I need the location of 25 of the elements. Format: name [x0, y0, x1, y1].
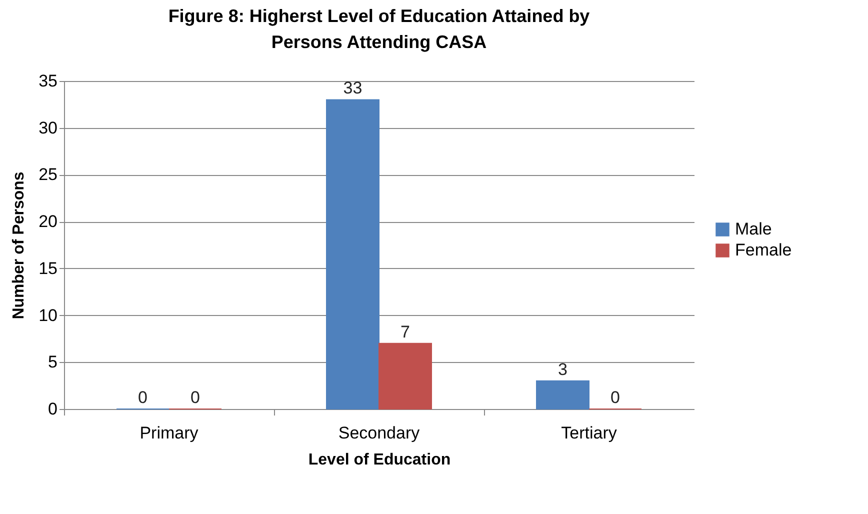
legend-label: Female — [735, 240, 792, 260]
y-tick-label: 30 — [38, 118, 58, 138]
x-tick-label: Secondary — [338, 424, 420, 442]
y-tick-label: 10 — [38, 306, 58, 325]
x-tick-label: Tertiary — [561, 424, 618, 442]
x-axis-title: Level of Education — [308, 452, 451, 468]
data-label: 33 — [343, 78, 362, 98]
bar — [536, 380, 590, 410]
data-label: 0 — [610, 388, 620, 407]
bar — [326, 99, 380, 410]
data-label: 7 — [400, 322, 410, 342]
y-axis-title: Number of Persons — [10, 172, 28, 320]
y-tick-label: 20 — [38, 212, 58, 232]
data-label: 3 — [558, 360, 568, 379]
y-tick-label: 35 — [38, 72, 58, 90]
x-tick-label: Primary — [140, 424, 199, 442]
chart-title: Figure 8: Higherst Level of Education Attained by Persons Attending CASA — [168, 6, 590, 52]
data-label: 0 — [138, 388, 148, 407]
y-tick-label: 25 — [38, 165, 58, 184]
y-tick-label: 0 — [48, 400, 58, 418]
legend-label: Male — [735, 220, 772, 238]
data-label: 0 — [190, 388, 200, 407]
y-tick-label: 15 — [38, 258, 58, 278]
bar — [378, 342, 432, 410]
y-tick-label: 5 — [48, 352, 58, 372]
